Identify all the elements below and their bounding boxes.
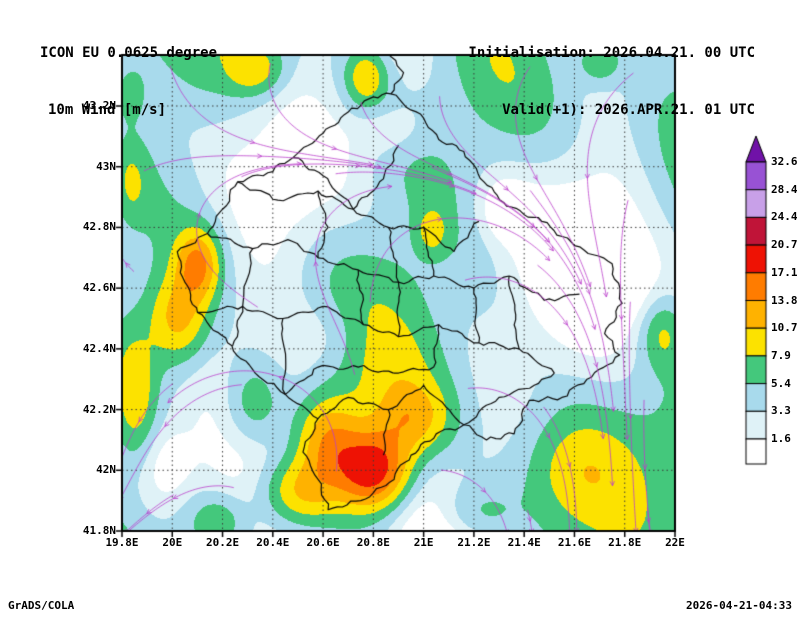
model-title: ICON EU 0.0625 degree bbox=[40, 45, 218, 61]
x-axis-label: 20.6E bbox=[306, 536, 340, 549]
colorbar-tick-label: 1.6 bbox=[771, 432, 791, 445]
y-axis-label: 42.6N bbox=[82, 281, 116, 295]
x-axis-label: 19.8E bbox=[105, 536, 139, 549]
y-axis-label: 42N bbox=[96, 463, 116, 477]
y-axis-label: 43N bbox=[96, 159, 116, 173]
colorbar-tick-label: 32.6 bbox=[771, 155, 798, 168]
header-right: Initialisation: 2026.04.21. 00 UTC Valid… bbox=[468, 6, 755, 158]
field-title: 10m Wind [m/s] bbox=[48, 102, 167, 118]
y-axis-label: 42.4N bbox=[82, 341, 116, 355]
colorbar-tick-label: 13.8 bbox=[771, 293, 798, 307]
x-axis-label: 20.4E bbox=[256, 536, 290, 549]
x-axis-label: 21E bbox=[413, 536, 434, 549]
x-axis-label: 21.2E bbox=[457, 536, 491, 549]
colorbar-tick-label: 20.7 bbox=[771, 238, 798, 252]
y-axis-label: 42.2N bbox=[82, 402, 116, 416]
grads-credit: GrADS/COLA bbox=[8, 599, 75, 612]
x-axis-label: 21.4E bbox=[507, 536, 541, 549]
x-axis-label: 21.8E bbox=[608, 536, 642, 549]
x-axis-label: 21.6E bbox=[557, 536, 592, 549]
colorbar-tick-label: 7.9 bbox=[771, 348, 791, 362]
colorbar-tick-label: 5.4 bbox=[771, 376, 791, 390]
y-axis-label: 41.8N bbox=[82, 524, 116, 537]
creation-timestamp: 2026-04-21-04:33 bbox=[686, 599, 792, 612]
x-axis-label: 20E bbox=[162, 536, 183, 549]
header-left: ICON EU 0.0625 degree 10m Wind [m/s] bbox=[40, 6, 217, 158]
colorbar-tick-label: 10.7 bbox=[771, 321, 798, 335]
colorbar-tick-label: 17.1 bbox=[771, 265, 798, 279]
colorbar-tick-label: 24.4 bbox=[771, 210, 798, 224]
y-axis-label: 42.8N bbox=[82, 220, 116, 234]
colorbar-tick-label: 3.3 bbox=[771, 404, 791, 418]
x-axis-label: 20.2E bbox=[205, 536, 240, 549]
y-axis-label: 43.2N bbox=[82, 99, 116, 112]
x-axis-label: 20.8E bbox=[356, 536, 390, 549]
colorbar-tick-label: 28.4 bbox=[771, 182, 798, 196]
x-axis-label: 22E bbox=[665, 536, 685, 549]
valid-time-label: Valid(+1): 2026.APR.21. 01 UTC bbox=[502, 102, 755, 118]
init-time-label: Initialisation: 2026.04.21. 00 UTC bbox=[468, 45, 755, 61]
